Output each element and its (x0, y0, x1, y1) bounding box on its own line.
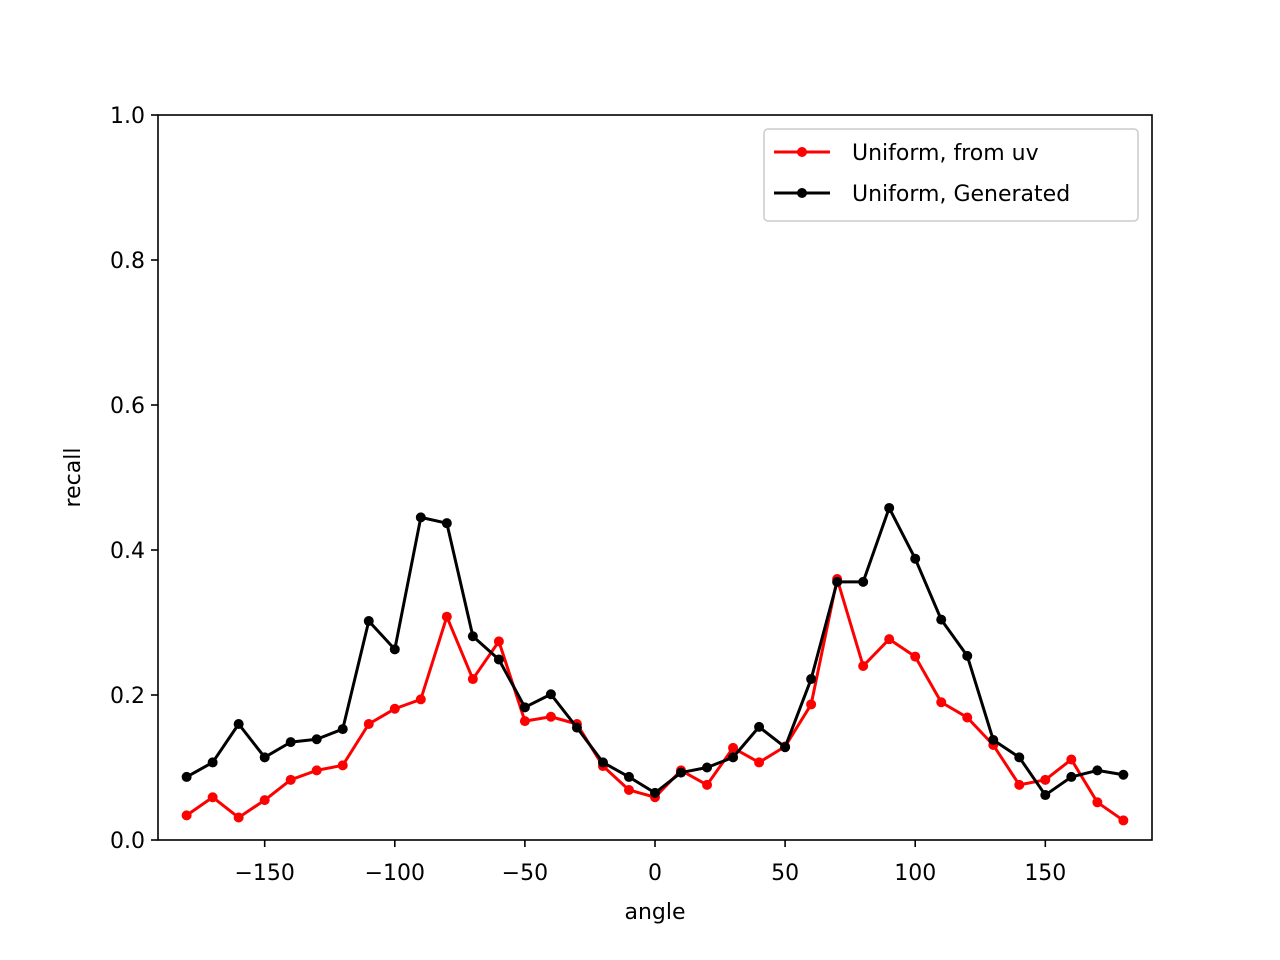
series-2-point (467, 631, 478, 642)
series-2-point (389, 644, 400, 655)
legend-marker-2 (797, 188, 807, 198)
series-2-point (1040, 790, 1051, 801)
legend-box (763, 128, 1139, 222)
legend-marker-1 (797, 147, 807, 157)
y-tick-label: 0.2 (110, 684, 145, 709)
series-1-point (441, 611, 452, 622)
series-2-point (754, 721, 765, 732)
series-2-point (676, 767, 687, 778)
x-tick-label: 50 (771, 861, 799, 886)
series-2-point (1014, 752, 1025, 763)
x-tick-label: 150 (1024, 861, 1066, 886)
series-1-point (519, 716, 530, 727)
series-2-point (441, 518, 452, 529)
x-tick-label: −100 (365, 861, 425, 886)
series-1-point (389, 703, 400, 714)
series-2-point (650, 787, 660, 798)
series-2-point (415, 512, 426, 523)
x-tick-label: 0 (648, 861, 662, 886)
series-1-point (311, 765, 322, 776)
series-2-point (1066, 771, 1077, 782)
series-2-point (962, 650, 973, 661)
series-1-point (1014, 779, 1025, 790)
series-1-point (910, 651, 921, 662)
plot-frame (157, 114, 1153, 841)
series-2-point (1118, 769, 1129, 780)
series-1-point (233, 812, 244, 823)
series-1-point (285, 774, 296, 785)
series-2-point (832, 576, 843, 587)
series-2-point (337, 724, 348, 735)
series-1-point (363, 719, 374, 729)
legend-label-1: Uniform, from uv (852, 141, 1039, 166)
series-1-point (858, 661, 869, 671)
series-1-point (545, 711, 556, 722)
series-1-point (467, 674, 478, 685)
series-1-point (728, 742, 739, 753)
series-2-point (858, 576, 869, 587)
series-1-point (702, 779, 713, 790)
series-1-point (754, 757, 765, 768)
series-2-point (936, 614, 947, 625)
series-2-point (988, 734, 999, 745)
series-2-point (728, 752, 739, 763)
series-2-point (910, 553, 921, 564)
series-2-point (702, 762, 713, 773)
x-tick-label: 100 (894, 861, 936, 886)
series-1-point (884, 634, 895, 645)
series-2-point (597, 757, 608, 768)
series-2-point (519, 702, 530, 713)
series-1-point (259, 795, 270, 806)
y-axis-label: recall (61, 448, 86, 508)
series-2-point (545, 689, 556, 700)
series-2-point (884, 502, 895, 513)
series-2-point (233, 719, 244, 729)
series-1-point (962, 712, 973, 723)
axes: −150 −100 −50 0 50 100 150 0.0 0.2 0.4 0.6 0.8 1.0 (110, 104, 1153, 886)
legend-label-2: Uniform, Generated (852, 182, 1070, 207)
series-2-point (207, 757, 218, 768)
series-2-point (311, 734, 322, 745)
series-2-point (363, 616, 374, 627)
series-1-point (1092, 797, 1103, 808)
series-2-point (571, 722, 582, 733)
series-2-point (493, 654, 504, 665)
series-1-point (1040, 774, 1051, 785)
series-1-point (806, 699, 817, 710)
series-1-point (337, 760, 348, 771)
x-tick-label: −50 (502, 861, 548, 886)
y-tick-label: 0.6 (110, 394, 145, 419)
y-tick-label: 0.4 (110, 539, 145, 564)
series-1-point (207, 792, 218, 803)
series-line-1 (185, 577, 1125, 822)
series-2-point (285, 737, 296, 748)
series-2-point (780, 742, 791, 753)
y-tick-label: 0.8 (110, 249, 145, 274)
series-2-point (806, 674, 817, 685)
legend: Uniform, from uv Uniform, Generated (763, 128, 1139, 222)
series-1-point (1118, 815, 1129, 826)
y-tick-label: 1.0 (110, 104, 145, 129)
series-1-point (936, 697, 947, 708)
series-line-2 (185, 506, 1124, 797)
series-1-point (623, 784, 634, 795)
series-2-point (623, 771, 634, 782)
series-lines (181, 502, 1129, 826)
series-2-point (1092, 765, 1103, 776)
x-axis-label: angle (624, 900, 685, 925)
series-1-point (493, 636, 504, 647)
series-2-point (259, 752, 270, 763)
x-tick-label: −150 (234, 861, 294, 886)
series-1-point (181, 810, 192, 821)
series-2-point (181, 771, 192, 782)
y-tick-label: 0.0 (110, 829, 145, 854)
series-1-point (415, 694, 426, 705)
series-1-point (1066, 754, 1077, 765)
